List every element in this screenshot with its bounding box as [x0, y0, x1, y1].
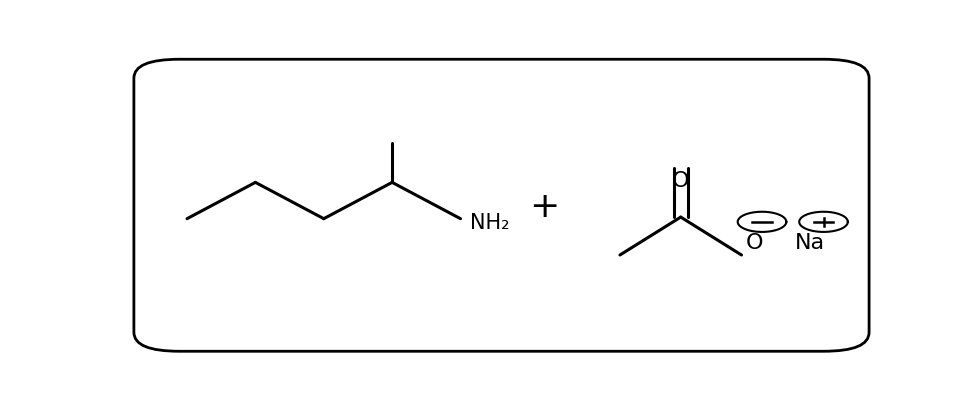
Text: Na: Na	[795, 232, 825, 252]
Text: O: O	[672, 170, 690, 190]
Text: NH₂: NH₂	[469, 212, 510, 232]
Text: O: O	[745, 232, 762, 252]
Text: +: +	[529, 190, 560, 223]
